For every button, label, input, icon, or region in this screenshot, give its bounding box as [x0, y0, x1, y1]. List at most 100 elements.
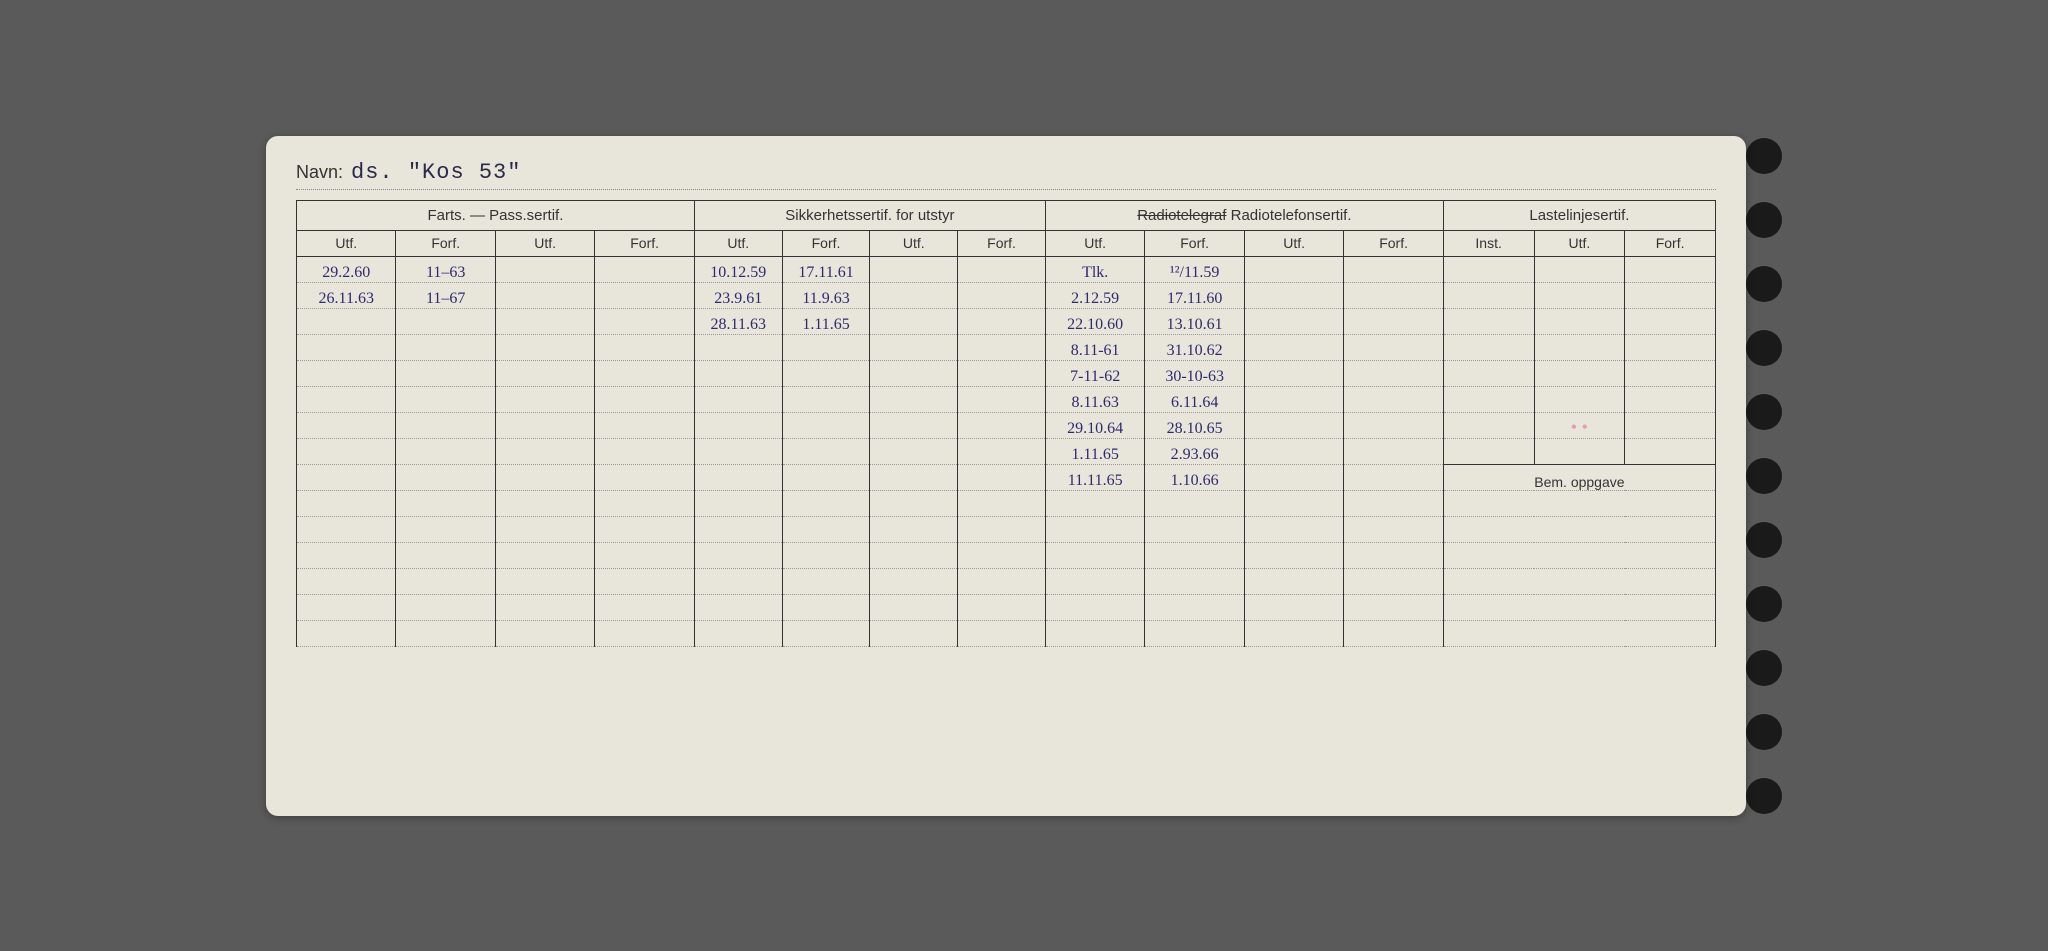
cell [1625, 308, 1716, 334]
cell [1344, 620, 1443, 646]
col: Forf. [1344, 230, 1443, 256]
punch-hole [1746, 138, 1782, 174]
cell [1145, 620, 1244, 646]
punch-hole [1746, 650, 1782, 686]
cell [782, 594, 870, 620]
cell [1344, 308, 1443, 334]
navn-row: Navn: ds. "Kos 53" [296, 160, 1716, 190]
cell: • • [1534, 412, 1625, 438]
table-row: 28.11.631.11.6522.10.6013.10.61 [297, 308, 1716, 334]
cell [782, 490, 870, 516]
cell [495, 464, 594, 490]
cell: 13.10.61 [1145, 308, 1244, 334]
cell [1625, 282, 1716, 308]
cell [1244, 490, 1343, 516]
cell [1344, 464, 1443, 490]
cell [1443, 594, 1715, 620]
cell [1534, 308, 1625, 334]
cell [782, 438, 870, 464]
punch-hole [1746, 778, 1782, 814]
cell [396, 594, 495, 620]
cell [782, 412, 870, 438]
punch-hole [1746, 586, 1782, 622]
cell [870, 438, 958, 464]
cell: 29.2.60 [297, 256, 396, 282]
section-farts: Farts. — Pass.sertif. [297, 200, 695, 230]
cell [782, 568, 870, 594]
punch-holes [1746, 108, 1782, 844]
cell [297, 334, 396, 360]
cell [297, 438, 396, 464]
cell [297, 568, 396, 594]
col: Inst. [1443, 230, 1534, 256]
cell [1045, 620, 1144, 646]
cell: 11.9.63 [782, 282, 870, 308]
col: Utf. [1244, 230, 1343, 256]
col: Forf. [782, 230, 870, 256]
cell [1344, 360, 1443, 386]
cell [1443, 256, 1534, 282]
table-row: 11.11.651.10.66Bem. oppgave [297, 464, 1716, 490]
cell [870, 412, 958, 438]
cell [1625, 360, 1716, 386]
cell [297, 412, 396, 438]
cell [595, 360, 694, 386]
navn-value: ds. "Kos 53" [351, 160, 521, 185]
cell [958, 516, 1046, 542]
cell: 8.11.63 [1045, 386, 1144, 412]
cell [396, 568, 495, 594]
cell [694, 620, 782, 646]
cell [870, 386, 958, 412]
cell [782, 334, 870, 360]
cell [958, 490, 1046, 516]
table-row [297, 490, 1716, 516]
cell [958, 386, 1046, 412]
cell [694, 438, 782, 464]
cell [870, 256, 958, 282]
cell: 17.11.61 [782, 256, 870, 282]
cell [396, 308, 495, 334]
table-row [297, 620, 1716, 646]
cell [958, 334, 1046, 360]
ledger-body: 29.2.6011–6310.12.5917.11.61Tlk.¹²/11.59… [297, 256, 1716, 646]
cell [1534, 334, 1625, 360]
cell [1045, 568, 1144, 594]
cell [1344, 542, 1443, 568]
cell [1244, 542, 1343, 568]
cell [1443, 334, 1534, 360]
cell [1244, 386, 1343, 412]
cell [870, 360, 958, 386]
cell [1344, 568, 1443, 594]
radio-rest: Radiotelefonsertif. [1226, 207, 1351, 224]
cell [870, 308, 958, 334]
cell [694, 568, 782, 594]
cell: 11.11.65 [1045, 464, 1144, 490]
cell [1443, 438, 1534, 464]
punch-hole [1746, 394, 1782, 430]
cell [958, 308, 1046, 334]
cell: 2.12.59 [1045, 282, 1144, 308]
cell [1443, 620, 1715, 646]
cell [1344, 438, 1443, 464]
cell: Tlk. [1045, 256, 1144, 282]
table-row [297, 516, 1716, 542]
cell [694, 594, 782, 620]
cell [1045, 516, 1144, 542]
table-row: 29.10.6428.10.65• • [297, 412, 1716, 438]
section-laste: Lastelinjesertif. [1443, 200, 1715, 230]
cell [958, 464, 1046, 490]
section-sikk: Sikkerhetssertif. for utstyr [694, 200, 1045, 230]
cell: 28.10.65 [1145, 412, 1244, 438]
cell: 8.11-61 [1045, 334, 1144, 360]
cell [1344, 594, 1443, 620]
cell [396, 438, 495, 464]
cell: 17.11.60 [1145, 282, 1244, 308]
cell [958, 542, 1046, 568]
cell [694, 464, 782, 490]
cell [1244, 334, 1343, 360]
punch-hole [1746, 202, 1782, 238]
cell [396, 360, 495, 386]
cell [1534, 256, 1625, 282]
cell [297, 308, 396, 334]
cell [297, 542, 396, 568]
